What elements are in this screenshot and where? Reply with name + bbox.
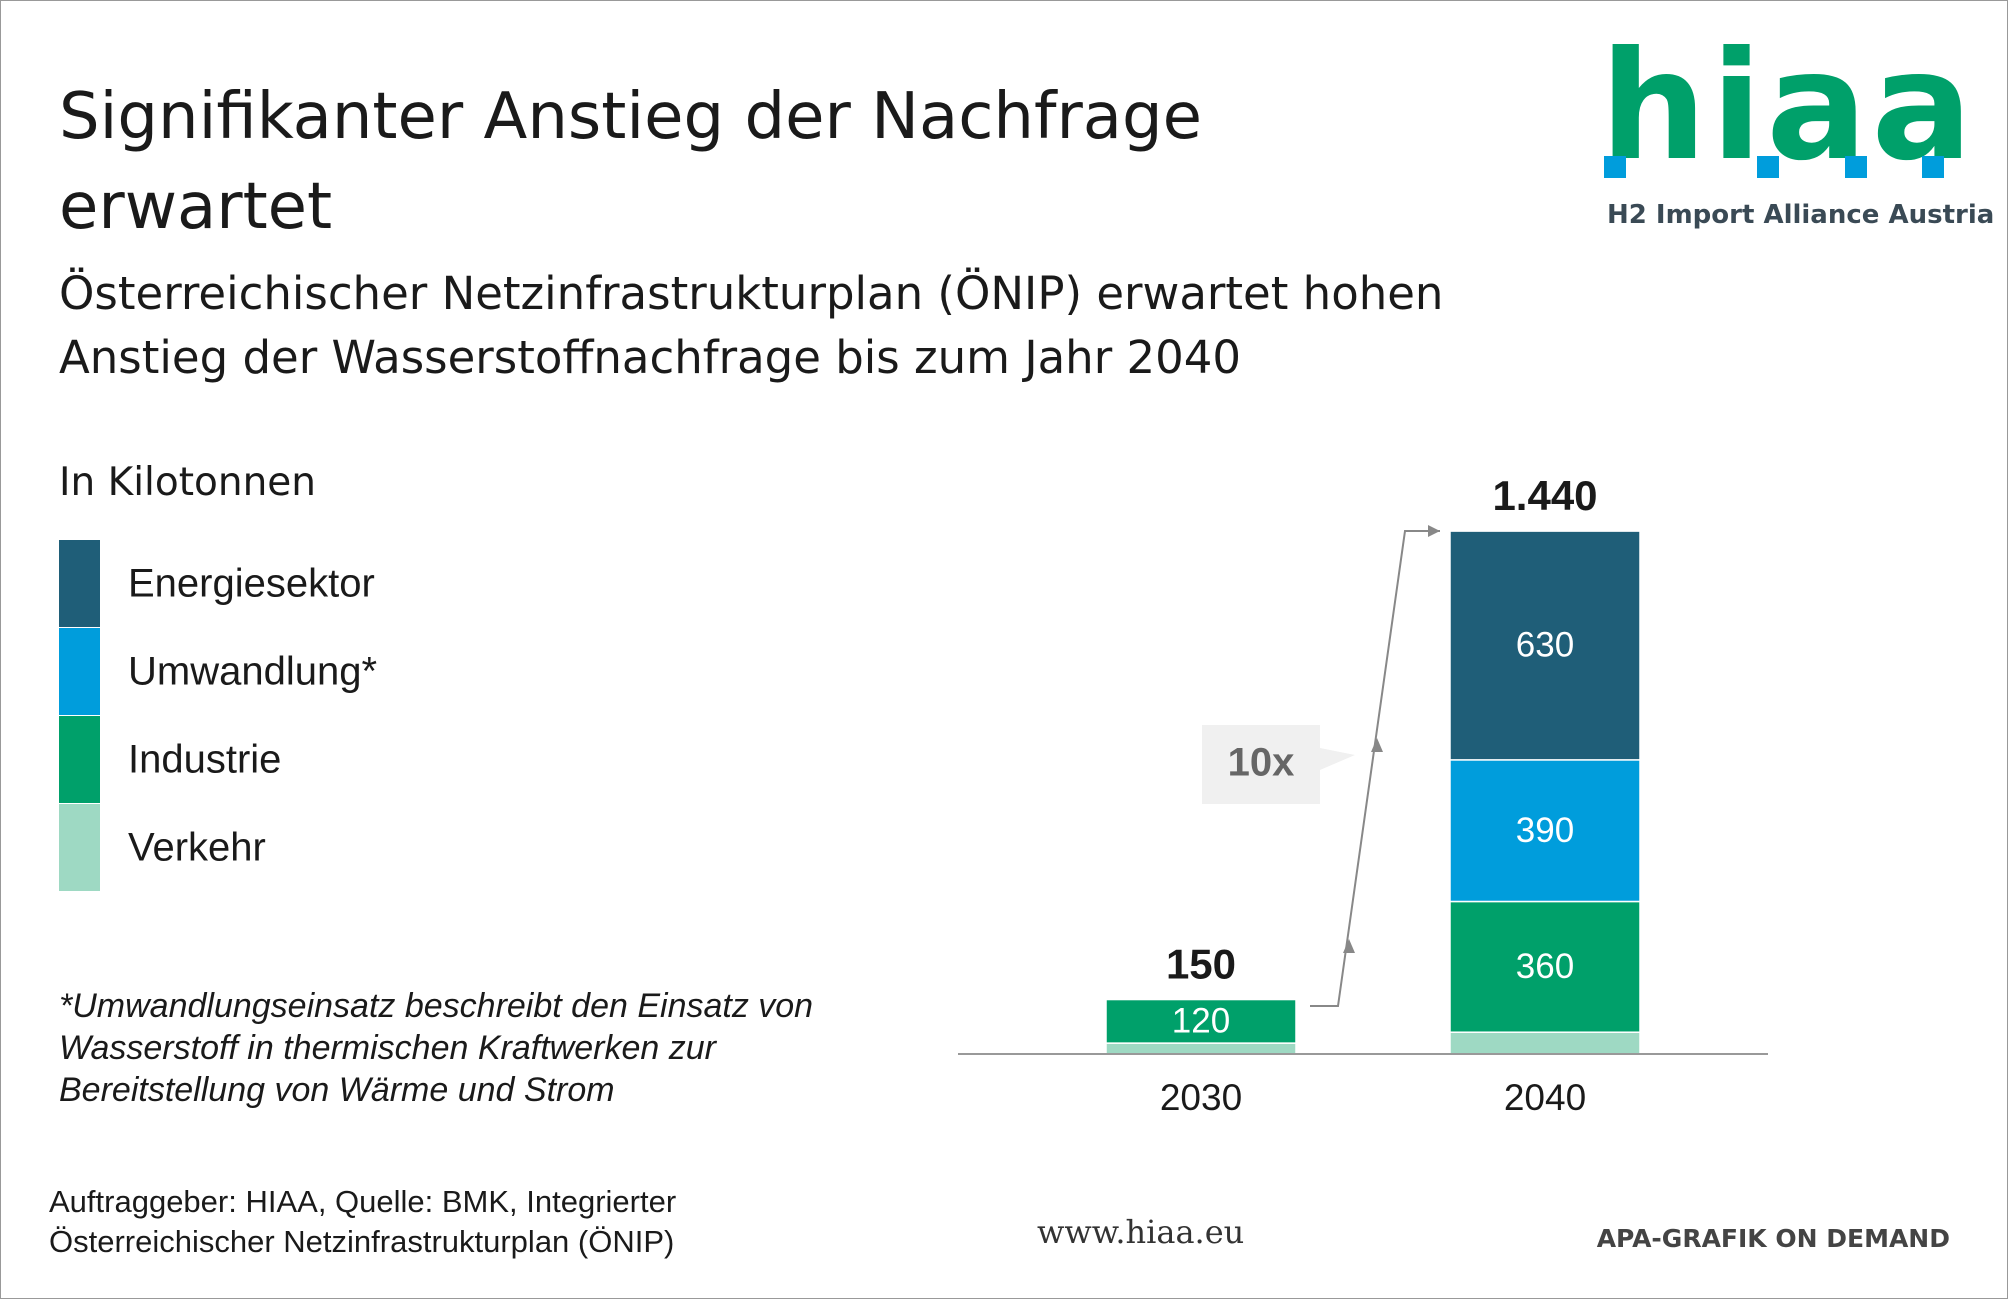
unit-label: In Kilotonnen <box>59 460 317 505</box>
logo-dot <box>1922 156 1944 178</box>
logo-dot <box>1845 156 1867 178</box>
legend-label: Umwandlung* <box>128 650 377 694</box>
x-tick-label: 2040 <box>1504 1077 1586 1118</box>
bar-segment <box>1449 900 1641 1033</box>
legend-swatch <box>59 540 100 627</box>
legend-label: Industrie <box>128 738 281 782</box>
website: www.hiaa.eu <box>1037 1213 1245 1251</box>
bar-segment <box>1105 998 1297 1044</box>
arrow-head <box>1371 738 1383 752</box>
bar-segment <box>1449 759 1641 903</box>
growth-arrow <box>1310 530 1440 1007</box>
value-label: 120 <box>1172 1002 1230 1041</box>
subtitle: Österreichischer Netzinfrastrukturplan (… <box>59 267 1444 384</box>
title: Signifikanter Anstieg der Nachfrage erwa… <box>59 80 1202 244</box>
logo-word: hiaa <box>1600 20 1977 194</box>
bar-segment <box>1449 530 1641 761</box>
credit: APA-GRAFIK ON DEMAND <box>1596 1224 1950 1253</box>
annotation-box <box>1202 725 1355 804</box>
bar-segment <box>1449 1031 1641 1055</box>
arrow-head <box>1343 939 1355 953</box>
logo-dot <box>1757 156 1779 178</box>
legend-swatch <box>59 628 100 715</box>
x-tick-label: 2030 <box>1160 1077 1242 1118</box>
legend-swatch <box>59 716 100 803</box>
total-label: 150 <box>1166 941 1236 988</box>
footnote: *Umwandlungseinsatz beschreibt den Einsa… <box>59 987 814 1109</box>
value-label: 360 <box>1516 947 1574 986</box>
legend-swatch <box>59 804 100 891</box>
total-label: 1.440 <box>1492 472 1597 519</box>
legend-label: Energiesektor <box>128 562 375 606</box>
annotation: 10x <box>1228 741 1295 785</box>
logo-subtitle: H2 Import Alliance Austria <box>1607 200 1995 230</box>
logo-dot <box>1604 156 1626 178</box>
arrow-head <box>1428 525 1440 537</box>
bar-segment <box>1105 1042 1297 1055</box>
legend-label: Verkehr <box>128 826 266 870</box>
logo: hiaa H2 Import Alliance Austria <box>1600 20 1994 240</box>
value-label: 630 <box>1516 626 1574 665</box>
value-label: 390 <box>1516 811 1574 850</box>
source: Auftraggeber: HIAA, Quelle: BMK, Integri… <box>49 1184 677 1259</box>
